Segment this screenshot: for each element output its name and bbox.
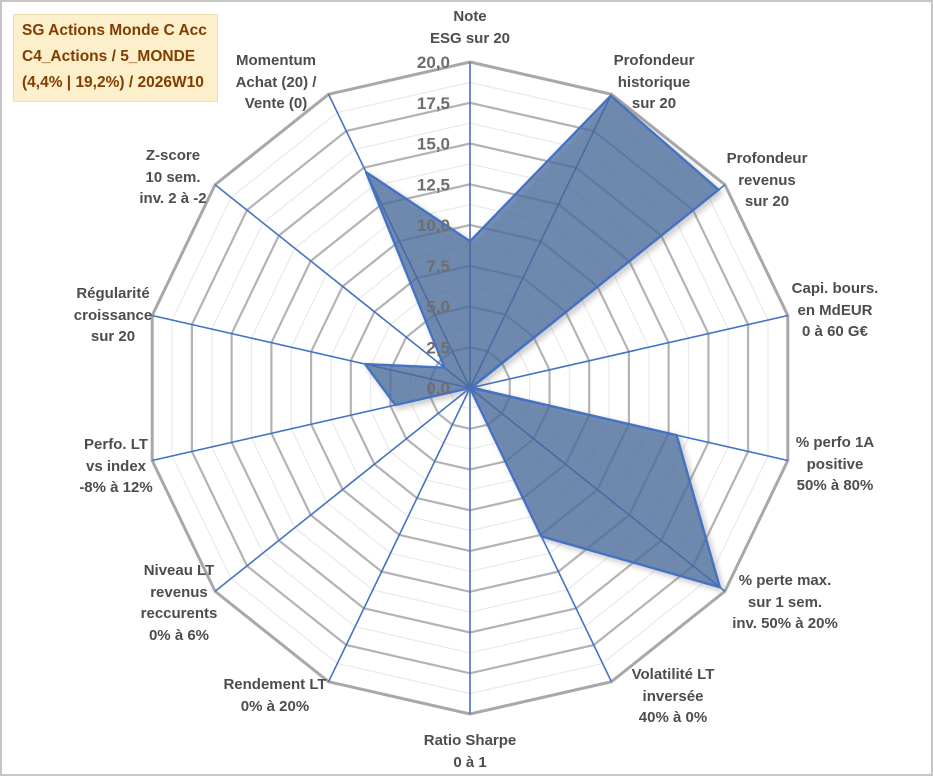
axis-label-7: Volatilité LT inversée 40% à 0%	[632, 664, 715, 729]
radial-tick-label: 10,0	[417, 216, 450, 235]
axis-label-line: % perte max.	[738, 572, 832, 589]
radar-series-polygon	[363, 94, 721, 589]
axis-label-1: Note ESG sur 20	[430, 6, 510, 49]
axis-label-line: Ratio Sharpe	[423, 732, 517, 749]
axis-label-line: positive	[806, 455, 864, 473]
axis-label-line: Z-score	[145, 147, 201, 164]
axis-label-line: sur 20	[631, 95, 677, 112]
axis-label-line: 50% à 80%	[796, 477, 874, 494]
radial-tick-label: 15,0	[417, 135, 450, 154]
axis-label-line: Vente (0)	[244, 95, 308, 112]
axis-label-line: en MdEUR	[797, 301, 873, 319]
radial-tick-label: 5,0	[426, 298, 450, 317]
axis-label-line: Profondeur	[613, 52, 695, 69]
axis-label-line: ESG sur 20	[429, 29, 511, 47]
radial-tick-label: 17,5	[417, 94, 450, 113]
axis-label-line: Capi. bours.	[791, 280, 879, 297]
axis-label-line: Régularité	[76, 285, 150, 302]
radial-tick-label: 20,0	[417, 53, 450, 72]
axis-label-line: historique	[617, 73, 691, 91]
axis-label-line: sur 20	[90, 328, 136, 345]
fund-category: C4_Actions / 5_MONDE	[22, 48, 196, 65]
axis-label-line: 0 à 1	[453, 753, 487, 771]
axis-label-line: inv. 50% à 20%	[732, 615, 838, 632]
axis-label-line: vs index	[85, 457, 147, 475]
axis-label-line: 40% à 0%	[638, 709, 708, 726]
radial-tick-label: 12,5	[417, 175, 450, 194]
axis-label-line: croissance	[73, 306, 153, 324]
axis-label-line: Achat (20) /	[235, 73, 317, 91]
radial-tick-label: 0,0	[426, 379, 450, 398]
axis-label-11: Perfo. LT vs index -8% à 12%	[79, 434, 152, 499]
radial-tick-label: 2,5	[426, 338, 450, 357]
axis-label-line: revenus	[150, 583, 208, 601]
axis-label-3: Profondeur revenus sur 20	[727, 148, 808, 213]
axis-label-12: Régularité croissance sur 20	[74, 283, 152, 348]
axis-label-line: 10 sem.	[145, 168, 201, 186]
axis-label-line: reccurents	[140, 605, 218, 622]
axis-label-9: Rendement LT 0% à 20%	[223, 674, 326, 717]
axis-label-line: Niveau LT	[143, 562, 215, 579]
axis-label-5: % perfo 1A positive 50% à 80%	[796, 432, 874, 497]
axis-label-line: inv. 2 à -2	[139, 190, 207, 207]
axis-label-line: Note	[453, 8, 487, 25]
axis-label-8: Ratio Sharpe 0 à 1	[424, 730, 517, 773]
axis-label-13: Z-score 10 sem. inv. 2 à -2	[139, 145, 206, 210]
axis-label-line: Volatilité LT	[631, 666, 715, 683]
axis-label-6: % perte max. sur 1 sem. inv. 50% à 20%	[732, 570, 838, 635]
axis-label-line: revenus	[738, 171, 796, 189]
axis-label-line: 0% à 20%	[240, 697, 310, 715]
axis-label-line: % perfo 1A	[795, 434, 875, 451]
axis-line	[327, 387, 471, 683]
axis-label-4: Capi. bours. en MdEUR 0 à 60 G€	[792, 278, 879, 343]
axis-label-line: Rendement LT	[223, 676, 327, 693]
axis-label-line: 0 à 60 G€	[802, 323, 868, 340]
axis-label-line: 0% à 6%	[148, 626, 210, 644]
axis-label-2: Profondeur historique sur 20	[614, 50, 695, 115]
axis-label-10: Niveau LT revenus reccurents 0% à 6%	[141, 560, 218, 646]
axis-label-line: Momentum	[235, 52, 316, 69]
axis-line	[214, 184, 471, 389]
axis-label-line: sur 1 sem.	[747, 593, 823, 611]
axis-label-line: Perfo. LT	[84, 436, 148, 453]
axis-label-line: inversée	[642, 687, 704, 705]
fund-name: SG Actions Monde C Acc	[22, 22, 207, 39]
axis-label-line: sur 20	[744, 193, 790, 210]
axis-line	[214, 387, 471, 592]
fund-stats: (4,4% | 19,2%) / 2026W10	[22, 74, 204, 91]
axis-label-line: -8% à 12%	[79, 479, 153, 496]
fund-title-box: SG Actions Monde C Acc C4_Actions / 5_MO…	[13, 14, 218, 102]
axis-line	[469, 314, 788, 389]
radial-tick-label: 7,5	[426, 257, 450, 276]
axis-label-14: Momentum Achat (20) / Vente (0)	[236, 50, 317, 115]
axis-label-line: Profondeur	[726, 150, 808, 167]
